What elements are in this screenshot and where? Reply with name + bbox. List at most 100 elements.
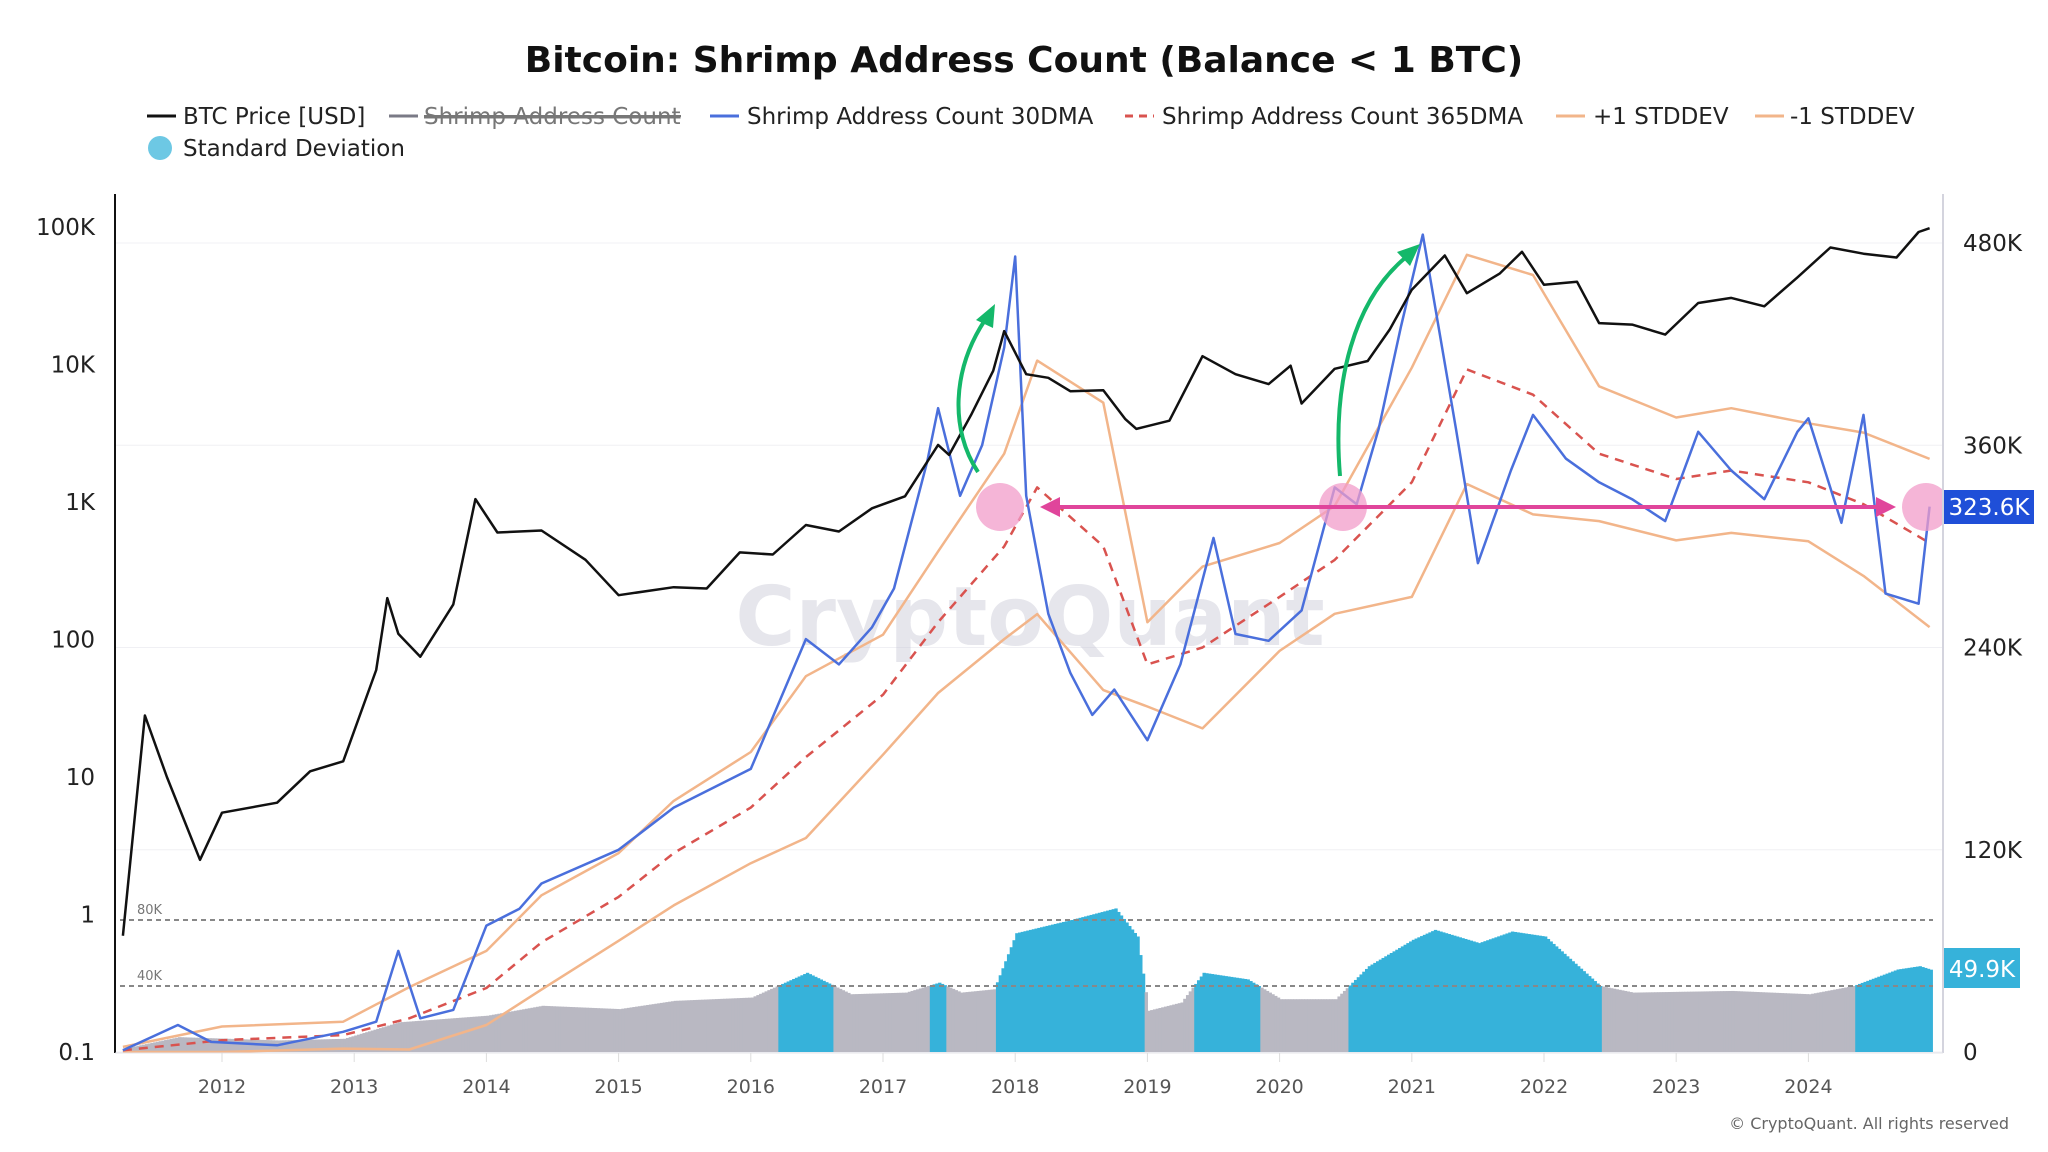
std-bar	[874, 993, 879, 1052]
std-bar	[348, 1037, 353, 1052]
std-bar	[690, 1000, 694, 1052]
std-bar	[1081, 917, 1085, 1052]
std-bar	[990, 989, 994, 1052]
std-bar	[814, 976, 818, 1052]
std-bar	[662, 1002, 667, 1052]
std-bar	[607, 1008, 611, 1052]
std-bar	[1819, 992, 1823, 1052]
legend-item-standard-deviation[interactable]: Standard Deviation	[148, 136, 405, 162]
std-bar	[750, 997, 755, 1052]
right-tick-label: 0	[1963, 1040, 1978, 1066]
std-bar	[1830, 990, 1834, 1052]
std-bar	[1780, 993, 1785, 1052]
std-bar	[1276, 997, 1281, 1052]
std-bar	[1141, 973, 1146, 1052]
std-bar	[833, 986, 837, 1052]
std-bar	[1893, 970, 1898, 1052]
std-bar	[838, 988, 843, 1052]
legend-item-plus-1-stddev[interactable]: +1 STDDEV	[1556, 104, 1729, 130]
std-bar	[1764, 992, 1768, 1052]
std-bar	[370, 1030, 375, 1052]
std-bar	[1431, 931, 1435, 1052]
std-bar	[260, 1039, 264, 1052]
std-bar	[1610, 988, 1614, 1052]
std-bar	[538, 1006, 543, 1052]
std-bar	[1579, 968, 1584, 1052]
std-bar	[541, 1005, 545, 1052]
std-bar	[703, 999, 708, 1052]
std-bar	[359, 1033, 364, 1052]
std-bar	[1257, 986, 1261, 1052]
value-tag-text: 323.6K	[1949, 495, 2031, 521]
std-bar	[417, 1020, 421, 1052]
std-bar	[307, 1039, 311, 1052]
legend-item-365dma[interactable]: Shrimp Address Count 365DMA	[1125, 104, 1523, 130]
legend-item-minus-1-stddev[interactable]: -1 STDDEV	[1755, 104, 1915, 130]
std-bar	[1161, 1007, 1165, 1052]
std-bar	[679, 1000, 683, 1052]
std-bar	[131, 1046, 135, 1052]
std-bar	[1491, 938, 1496, 1052]
std-bar	[1111, 909, 1115, 1052]
std-bar	[241, 1039, 245, 1052]
std-bar	[1637, 992, 1641, 1052]
std-bar	[1734, 991, 1738, 1052]
std-bar	[285, 1040, 289, 1052]
annotations	[956, 244, 1950, 531]
std-bar	[1687, 991, 1691, 1052]
std-bar	[1375, 961, 1380, 1052]
std-bar	[508, 1011, 512, 1052]
std-bar	[263, 1039, 267, 1052]
std-bar	[1899, 969, 1903, 1052]
std-bar	[811, 975, 815, 1052]
std-bar	[748, 997, 752, 1052]
std-area	[122, 908, 1933, 1052]
std-bar	[1265, 990, 1270, 1052]
std-bar	[288, 1040, 292, 1052]
std-bar	[1400, 946, 1405, 1052]
std-bar	[558, 1006, 562, 1052]
std-bar	[299, 1039, 303, 1052]
std-bar	[387, 1025, 391, 1052]
minus-1-stddev-line	[122, 482, 1931, 1054]
std-bar	[726, 998, 730, 1052]
value-tag-bg	[1944, 948, 2020, 988]
std-bar	[1309, 999, 1314, 1052]
std-bar	[1607, 987, 1611, 1052]
std-bar	[395, 1023, 399, 1052]
left-tick-label: 0.1	[58, 1040, 95, 1066]
std-bar	[1519, 932, 1523, 1052]
std-bar	[654, 1003, 658, 1052]
std-bar	[1235, 977, 1239, 1052]
std-bar	[1199, 976, 1204, 1052]
std-bar	[1626, 991, 1630, 1052]
std-bar	[701, 999, 705, 1052]
std-bar	[1651, 992, 1655, 1052]
std-bar	[1929, 969, 1933, 1052]
legend-item-shrimp-address-count[interactable]: Shrimp Address Count	[389, 104, 681, 130]
legend-item-30dma[interactable]: Shrimp Address Count 30DMA	[710, 104, 1094, 130]
std-bar	[1461, 938, 1465, 1052]
std-bar	[924, 986, 928, 1052]
std-bar	[1359, 974, 1363, 1052]
std-bar	[1769, 992, 1774, 1052]
std-bar	[1618, 989, 1622, 1052]
std-bar	[808, 974, 812, 1052]
std-bar	[720, 998, 724, 1052]
std-bar	[1100, 912, 1104, 1052]
std-bar	[1458, 937, 1462, 1052]
std-bar	[1926, 968, 1931, 1052]
std-bar	[1224, 976, 1228, 1052]
std-bar	[442, 1019, 446, 1052]
std-bar	[976, 990, 980, 1052]
std-bar	[252, 1039, 256, 1052]
std-bar	[968, 991, 972, 1052]
std-bar	[973, 991, 978, 1052]
std-bar	[323, 1039, 328, 1052]
legend-item-btc-price[interactable]: BTC Price [USD]	[147, 104, 365, 130]
std-bar	[1689, 991, 1694, 1052]
std-bar	[1428, 932, 1432, 1052]
std-bar	[1681, 991, 1686, 1052]
std-bar	[613, 1008, 617, 1052]
std-bar	[1871, 978, 1876, 1052]
